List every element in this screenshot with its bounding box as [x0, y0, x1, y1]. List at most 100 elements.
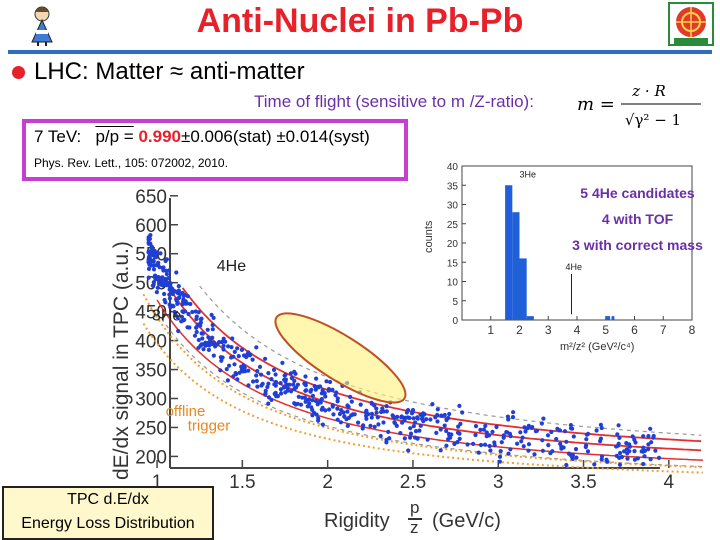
data-point — [399, 415, 404, 420]
data-point — [481, 427, 486, 432]
data-point — [176, 288, 181, 293]
data-point — [616, 443, 621, 448]
data-point — [146, 250, 151, 255]
data-point — [320, 388, 325, 393]
data-point — [627, 449, 632, 454]
data-point — [394, 423, 399, 428]
data-point — [292, 386, 297, 392]
data-point — [564, 462, 569, 468]
data-point — [316, 385, 321, 390]
data-point — [180, 290, 185, 296]
data-point — [523, 429, 528, 434]
data-point — [190, 309, 195, 315]
data-point — [257, 364, 263, 369]
data-point — [176, 296, 181, 301]
data-point — [415, 436, 420, 441]
data-point — [274, 394, 279, 399]
data-point — [167, 268, 172, 273]
data-point — [294, 385, 299, 390]
data-point — [231, 374, 236, 379]
data-point — [281, 385, 286, 390]
data-point — [571, 434, 576, 439]
data-point — [419, 416, 425, 421]
data-point — [283, 379, 288, 384]
data-point — [439, 413, 444, 418]
data-point — [374, 406, 379, 411]
data-point — [153, 255, 158, 260]
data-point — [148, 260, 153, 265]
data-point — [154, 275, 160, 280]
data-point — [435, 419, 440, 424]
data-point — [573, 447, 579, 452]
data-point — [203, 343, 208, 348]
data-point — [172, 309, 177, 315]
data-point — [465, 442, 470, 447]
data-point — [208, 339, 213, 344]
data-point — [483, 442, 488, 447]
data-point — [473, 424, 479, 429]
data-point — [160, 278, 165, 283]
citation: Phys. Rev. Lett., 105: 072002, 2010. — [34, 156, 228, 170]
data-point — [364, 416, 369, 421]
data-point — [269, 397, 274, 402]
data-point — [179, 319, 184, 324]
data-point — [526, 442, 532, 447]
data-point — [599, 425, 604, 431]
data-point — [411, 424, 416, 429]
data-point — [218, 355, 223, 360]
data-point — [368, 423, 373, 428]
data-point — [280, 360, 285, 365]
data-point — [392, 415, 397, 420]
data-point — [314, 385, 319, 390]
data-point — [273, 381, 278, 386]
data-point — [617, 455, 622, 460]
data-point — [352, 412, 357, 417]
data-point — [241, 353, 247, 358]
y-tick-label: 550 — [135, 245, 167, 266]
data-point — [163, 300, 168, 305]
data-point — [374, 410, 379, 415]
data-point — [223, 339, 228, 344]
data-point — [375, 415, 380, 420]
formula-denominator: √γ² − 1 — [625, 111, 681, 129]
data-point — [163, 278, 168, 283]
data-point — [501, 433, 506, 438]
data-point — [148, 241, 153, 246]
data-point — [444, 417, 449, 423]
data-point — [433, 415, 438, 420]
data-point — [384, 409, 389, 414]
bullet-text: LHC: Matter ≈ anti-matter — [34, 58, 305, 85]
data-point — [388, 400, 393, 405]
data-point — [224, 367, 229, 372]
data-point — [254, 345, 259, 350]
data-point — [175, 290, 180, 296]
data-point — [378, 433, 383, 439]
data-point — [384, 440, 389, 445]
data-point — [147, 254, 152, 259]
data-point — [205, 342, 210, 347]
data-point — [254, 373, 259, 378]
data-point — [444, 428, 449, 434]
data-point — [242, 365, 247, 370]
data-point — [323, 408, 328, 413]
data-point — [349, 399, 354, 404]
data-point — [263, 391, 268, 396]
data-point — [273, 390, 278, 395]
data-point — [487, 443, 492, 449]
data-point — [168, 284, 173, 289]
data-point — [196, 322, 201, 327]
data-point — [526, 423, 531, 428]
data-point — [236, 354, 241, 359]
mass-formula: m = z · R √γ² − 1 — [577, 82, 701, 129]
hist-y-tick-label: 15 — [447, 258, 459, 269]
data-point — [289, 389, 294, 394]
data-point — [198, 317, 203, 322]
data-point — [345, 380, 350, 386]
data-point — [526, 448, 531, 453]
data-point — [510, 415, 516, 420]
data-point — [227, 363, 232, 368]
data-point — [345, 423, 350, 428]
data-point — [185, 325, 190, 330]
data-point — [150, 253, 155, 258]
tof-description: Time of flight (sensitive to m /Z-ratio)… — [254, 92, 534, 111]
